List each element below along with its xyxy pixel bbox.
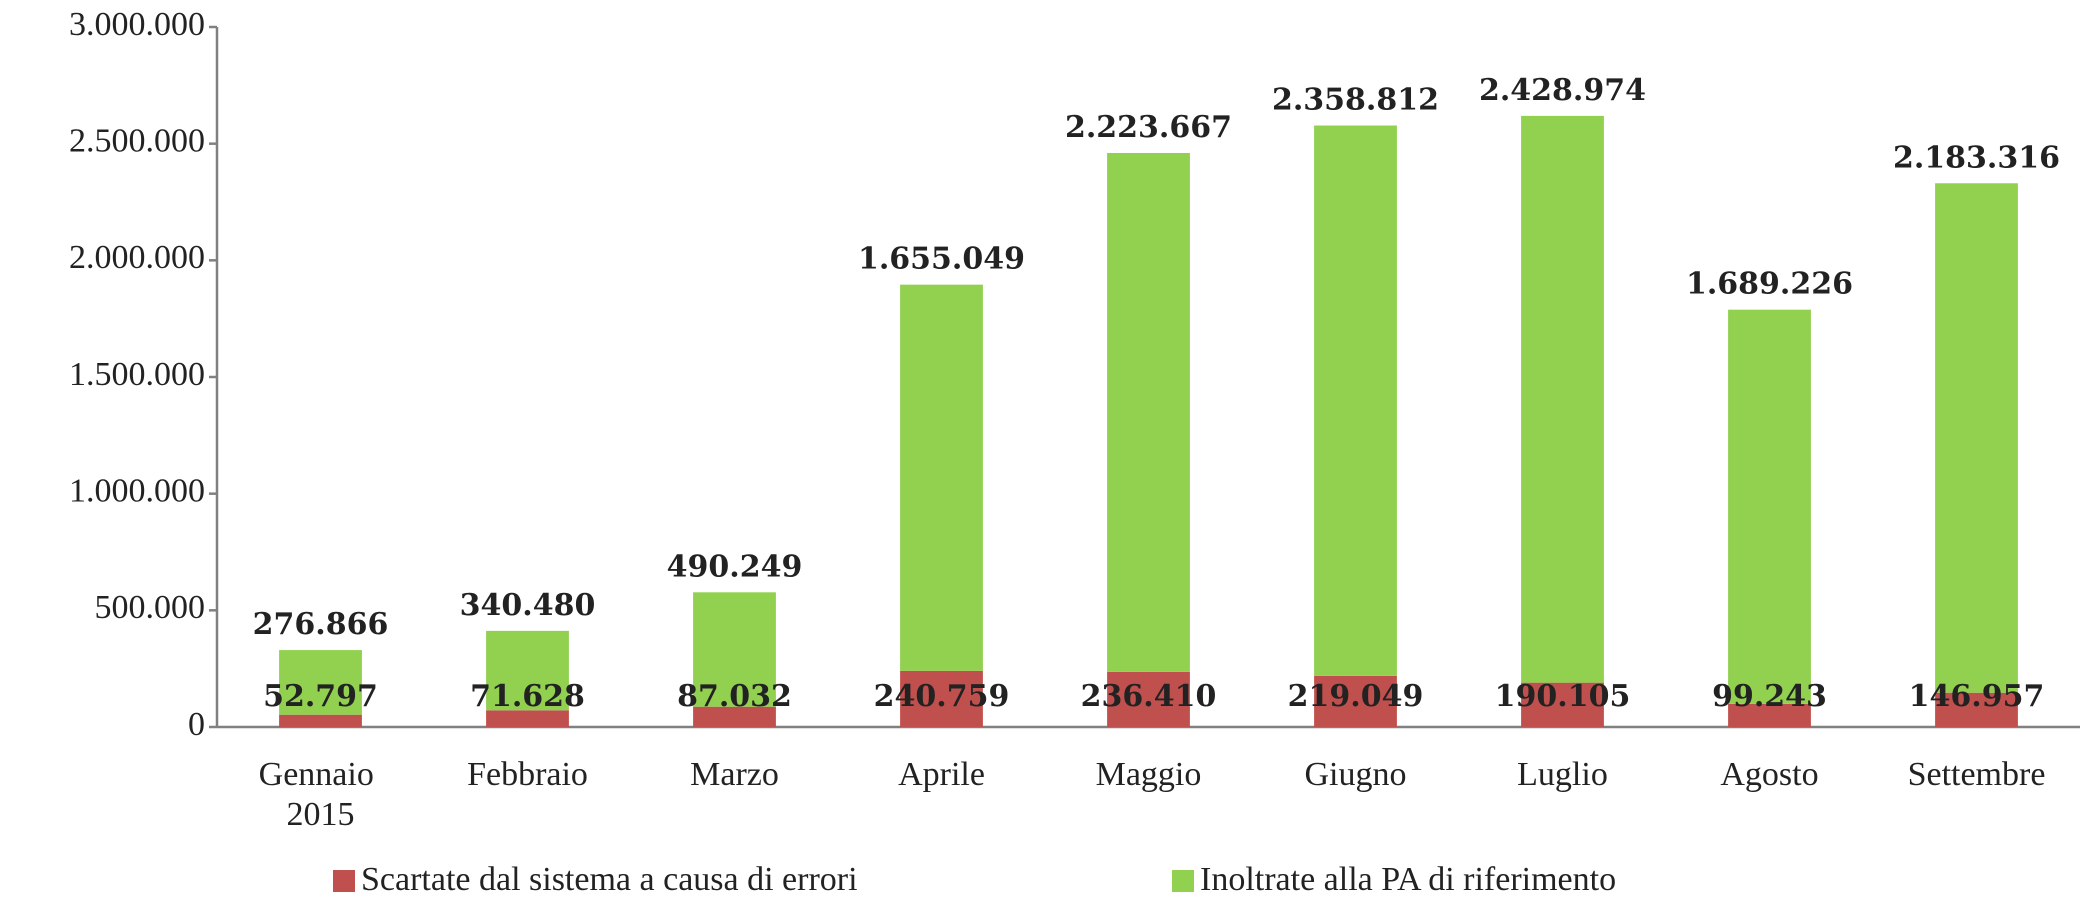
legend-label: Inoltrate alla PA di riferimento [1200,861,1616,898]
bar-segment [1107,152,1190,672]
bar-segment [900,284,983,671]
bar-segment [1521,115,1604,683]
value-label: 2.358.812 [1272,82,1439,117]
x-tick-label: Giugno [1305,756,1407,793]
value-label: 340.480 [460,588,596,623]
value-label: 87.032 [677,679,792,714]
y-tick-label: 2.000.000 [69,239,205,276]
x-tick-label: Maggio [1096,756,1202,793]
bar-segment [693,706,776,727]
value-label: 52.797 [263,679,378,714]
x-tick-label: Febbraio [467,756,588,793]
value-label: 240.759 [874,679,1010,714]
legend-swatch [1172,870,1194,892]
legend-swatch [333,870,355,892]
bar-segment [279,650,362,715]
bar-segment [1728,703,1811,727]
value-label: 190.105 [1495,679,1631,714]
x-tick-label: Luglio [1517,756,1608,793]
legend-label: Scartate dal sistema a causa di errori [361,861,858,898]
bar-segment [1935,183,2018,693]
y-tick-label: 3.000.000 [69,6,205,43]
value-label: 99.243 [1712,679,1827,714]
y-tick-label: 500.000 [95,589,206,626]
bar-segment [1107,671,1190,727]
bar-segment [486,630,569,711]
bar-segment [279,714,362,727]
y-tick-label: 1.500.000 [69,356,205,393]
value-label: 219.049 [1288,679,1424,714]
bar-segment [1314,125,1397,676]
value-label: 236.410 [1081,679,1217,714]
bar-segment [1521,682,1604,727]
bar-segment [900,670,983,727]
y-tick-label: 0 [188,706,205,743]
x-tick-label: Marzo [690,756,779,793]
x-tick-label: Settembre [1908,756,2046,793]
bar-segment [1935,692,2018,727]
value-label: 146.957 [1909,679,2045,714]
bar-segment [1314,675,1397,727]
y-tick-label: 2.500.000 [69,122,205,159]
y-tick-label: 1.000.000 [69,472,205,509]
x-tick-label: Agosto [1720,756,1818,793]
value-label: 276.866 [253,607,389,642]
bar-segment [1728,309,1811,704]
bar-segment [486,710,569,727]
x-tick-label: Aprile [898,756,985,793]
bar-segment [693,592,776,707]
value-label: 2.223.667 [1065,110,1232,145]
value-label: 71.628 [470,679,585,714]
value-label: 1.655.049 [858,242,1025,277]
value-label: 2.428.974 [1479,73,1646,108]
value-label: 1.689.226 [1686,267,1853,302]
value-label: 490.249 [667,549,803,584]
x-tick-label: Gennaio 2015 [259,756,383,833]
value-label: 2.183.316 [1893,140,2060,175]
